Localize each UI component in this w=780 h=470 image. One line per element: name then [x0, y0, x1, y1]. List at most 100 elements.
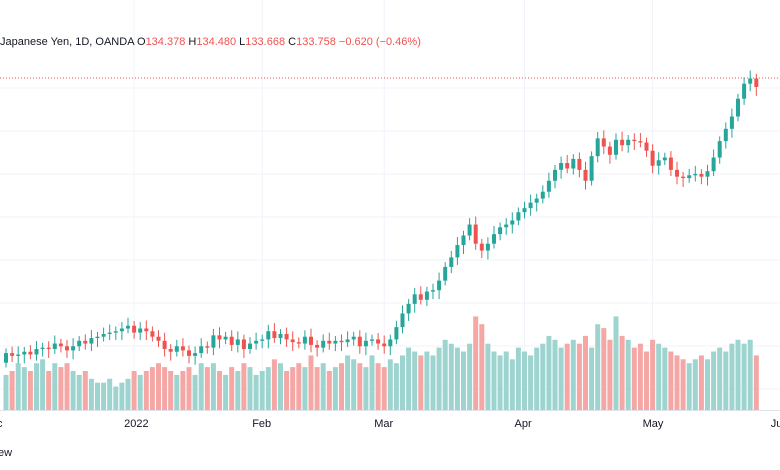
candle-body[interactable] [510, 220, 515, 225]
candle-body[interactable] [711, 157, 716, 172]
candle-body[interactable] [553, 169, 557, 181]
candle-body[interactable] [742, 83, 747, 99]
candle-body[interactable] [370, 339, 374, 341]
candle-body[interactable] [302, 336, 307, 344]
candle-body[interactable] [522, 208, 527, 213]
candle-body[interactable] [4, 353, 8, 363]
candle-body[interactable] [34, 349, 39, 355]
candle-body[interactable] [211, 335, 216, 348]
candle-body[interactable] [162, 340, 167, 350]
candle-body[interactable] [309, 336, 313, 345]
candle-body[interactable] [315, 344, 320, 348]
candle-body[interactable] [321, 340, 326, 348]
candle-body[interactable] [113, 331, 118, 333]
candle-body[interactable] [565, 163, 570, 169]
candle-body[interactable] [528, 202, 533, 209]
candle-body[interactable] [577, 158, 582, 170]
candle-body[interactable] [675, 169, 679, 177]
candle-body[interactable] [223, 336, 228, 340]
candle-body[interactable] [662, 157, 667, 161]
candle-body[interactable] [382, 343, 387, 347]
candle-body[interactable] [516, 212, 521, 221]
candle-body[interactable] [345, 339, 350, 343]
candle-body[interactable] [431, 290, 435, 292]
candle-body[interactable] [229, 336, 234, 345]
candle-body[interactable] [632, 139, 637, 142]
candle-body[interactable] [418, 294, 423, 300]
candle-body[interactable] [705, 171, 710, 177]
candle-body[interactable] [217, 335, 222, 340]
candle-body[interactable] [284, 333, 289, 340]
candle-body[interactable] [437, 280, 442, 291]
candle-body[interactable] [46, 347, 51, 350]
candle-body[interactable] [254, 340, 259, 344]
candle-body[interactable] [583, 169, 588, 181]
candle-body[interactable] [199, 346, 204, 354]
candle-body[interactable] [95, 336, 100, 339]
candle-body[interactable] [52, 343, 57, 350]
candle-body[interactable] [272, 331, 277, 339]
candle-body[interactable] [126, 325, 130, 329]
candle-body[interactable] [400, 313, 405, 328]
candle-body[interactable] [455, 245, 460, 258]
candle-body[interactable] [504, 224, 509, 228]
candle-body[interactable] [89, 338, 94, 344]
candle-body[interactable] [736, 98, 740, 117]
candle-body[interactable] [327, 340, 332, 344]
candle-body[interactable] [205, 346, 210, 348]
candle-body[interactable] [394, 327, 399, 340]
candle-body[interactable] [22, 351, 27, 355]
candle-body[interactable] [485, 243, 490, 251]
candle-body[interactable] [266, 331, 271, 340]
candle-body[interactable] [546, 180, 551, 192]
candle-body[interactable] [150, 331, 155, 337]
candle-body[interactable] [534, 198, 539, 203]
candle-body[interactable] [248, 343, 252, 350]
candle-body[interactable] [589, 156, 594, 181]
candle-body[interactable] [656, 160, 661, 166]
candle-body[interactable] [296, 342, 301, 344]
candle-body[interactable] [748, 78, 753, 84]
candle-body[interactable] [333, 340, 338, 344]
candle-body[interactable] [144, 328, 149, 332]
candle-body[interactable] [492, 234, 496, 244]
candle-body[interactable] [71, 346, 76, 351]
candle-body[interactable] [260, 339, 265, 341]
candle-body[interactable] [83, 340, 88, 344]
candle-body[interactable] [681, 176, 686, 179]
candle-body[interactable] [376, 339, 381, 344]
candle-body[interactable] [693, 173, 698, 176]
candle-body[interactable] [363, 340, 368, 347]
candle-body[interactable] [607, 146, 612, 155]
candle-body[interactable] [620, 139, 625, 146]
candle-body[interactable] [650, 150, 655, 166]
candle-body[interactable] [449, 257, 454, 267]
candle-body[interactable] [193, 353, 198, 356]
candle-body[interactable] [717, 141, 722, 158]
candle-body[interactable] [58, 343, 63, 347]
candle-body[interactable] [406, 303, 411, 314]
candle-body[interactable] [180, 346, 185, 351]
candle-body[interactable] [138, 328, 143, 333]
candle-body[interactable] [668, 157, 673, 170]
candle-body[interactable] [467, 224, 472, 236]
candle-body[interactable] [601, 138, 606, 147]
candle-body[interactable] [168, 349, 173, 352]
candle-body[interactable] [241, 339, 246, 350]
candle-body[interactable] [119, 328, 124, 332]
candle-body[interactable] [498, 227, 503, 235]
candle-body[interactable] [461, 235, 466, 246]
candle-body[interactable] [40, 347, 45, 350]
candle-body[interactable] [614, 139, 618, 155]
candle-body[interactable] [357, 336, 362, 347]
candle-body[interactable] [473, 224, 478, 244]
candle-body[interactable] [28, 351, 33, 355]
candle-body[interactable] [388, 339, 393, 347]
candle-body[interactable] [101, 333, 106, 337]
candle-body[interactable] [77, 340, 82, 347]
candle-body[interactable] [638, 141, 643, 143]
candle-body[interactable] [107, 332, 112, 334]
candle-body[interactable] [626, 139, 631, 146]
candle-body[interactable] [571, 158, 576, 169]
candle-body[interactable] [754, 78, 759, 87]
